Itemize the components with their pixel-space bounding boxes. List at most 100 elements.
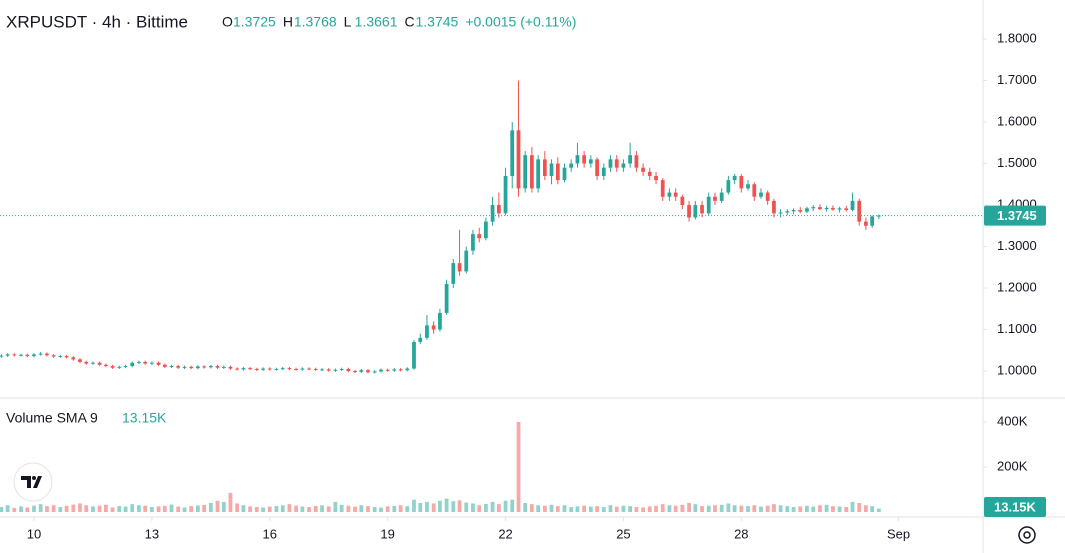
volume-bar (143, 505, 148, 512)
volume-bar (608, 505, 613, 512)
tv-logo[interactable] (13, 462, 53, 502)
volume-bar (660, 504, 665, 512)
candle-body (254, 368, 259, 370)
volume-bar (294, 505, 298, 512)
volume-bar (477, 505, 482, 512)
candle-body (529, 155, 534, 189)
x-tick-label: 25 (616, 526, 630, 541)
volume-bar (392, 505, 397, 512)
candle-body (706, 196, 711, 214)
candle-body (71, 357, 76, 360)
candle-body (451, 263, 456, 284)
candle-body (156, 362, 161, 365)
volume-bar (280, 505, 285, 512)
volume-bar (438, 500, 442, 512)
ohlc-value: 1.3768 (294, 14, 337, 30)
x-tick-label: 13 (145, 526, 159, 541)
candle-body (772, 200, 776, 214)
candle-body (366, 370, 370, 373)
candle-body (176, 366, 181, 368)
volume-bar (805, 505, 809, 512)
candle-body (719, 192, 724, 201)
volume-bar (680, 504, 685, 512)
volume-bar (104, 504, 108, 512)
candle-body (575, 155, 580, 164)
candle-body (464, 250, 469, 272)
candle-body (313, 368, 318, 370)
volume-bar (359, 505, 364, 512)
volume-bar (726, 503, 731, 512)
volume-name: Volume SMA 9 (6, 410, 98, 426)
volume-bar (32, 505, 36, 512)
volume-bar (641, 507, 645, 512)
volume-bar (778, 505, 783, 512)
candle-body (778, 212, 783, 214)
candle-body (673, 192, 678, 197)
volume-bar (772, 504, 776, 512)
y-tick-label: 1.3000 (997, 238, 1037, 253)
volume-bar (91, 506, 95, 512)
candle-body (798, 209, 803, 212)
candle-body (38, 353, 43, 355)
volume-bar (339, 504, 344, 512)
y-tick-label: 1.7000 (997, 72, 1037, 87)
volume-bar (5, 505, 10, 512)
x-tick-label: 16 (263, 526, 277, 541)
candle-body (241, 368, 246, 370)
candle-body (182, 366, 187, 368)
candle-body (320, 369, 324, 371)
volume-bar (516, 422, 521, 512)
volume-bar (523, 503, 528, 512)
candle-body (471, 234, 475, 251)
candle-body (693, 205, 698, 218)
volume-bar (366, 506, 370, 512)
volume-tick-label: 400K (997, 413, 1028, 428)
candle-body (457, 263, 462, 272)
ohlc-label: C (404, 14, 414, 30)
candle-body (484, 221, 488, 239)
candle-body (562, 167, 567, 181)
candle-body (425, 325, 429, 338)
last-price-label: 1.3745 (997, 208, 1037, 223)
y-tick-label: 1.5000 (997, 155, 1037, 170)
volume-bar (130, 504, 135, 512)
candle-body (84, 361, 89, 364)
candle-body (359, 370, 364, 372)
settings-icon[interactable] (1018, 526, 1036, 544)
volume-bar (536, 505, 541, 512)
candle-body (0, 355, 4, 357)
y-tick-label: 1.1000 (997, 321, 1037, 336)
ohlc-label: L (344, 14, 352, 30)
candle-body (261, 368, 265, 370)
candle-body (149, 362, 154, 364)
candle-body (837, 208, 842, 210)
candle-body (339, 368, 344, 370)
y-tick-label: 1.2000 (997, 279, 1037, 294)
candle-body (235, 368, 240, 370)
ohlc-value: 1.3725 (233, 14, 276, 30)
candle-body (680, 196, 685, 206)
candle-body (162, 364, 167, 367)
candle-body (130, 362, 135, 367)
candle-body (628, 155, 633, 164)
candle-body (844, 208, 849, 210)
volume-bar (38, 504, 43, 512)
candle-body (818, 207, 822, 210)
candle-body (864, 221, 868, 226)
volume-bar (667, 505, 672, 512)
volume-bar (791, 507, 796, 512)
volume-bar (844, 507, 849, 512)
candle-body (503, 175, 508, 214)
volume-bar (425, 501, 429, 512)
x-tick-label: Sep (887, 526, 910, 541)
candle-body (189, 366, 194, 369)
candle-body (385, 369, 390, 371)
volume-bar (549, 504, 554, 512)
candle-body (510, 130, 515, 176)
candle-body (346, 368, 351, 372)
candle-body (582, 155, 587, 164)
volume-bar (562, 505, 567, 512)
volume-bar (759, 506, 763, 512)
candle-body (104, 364, 108, 367)
